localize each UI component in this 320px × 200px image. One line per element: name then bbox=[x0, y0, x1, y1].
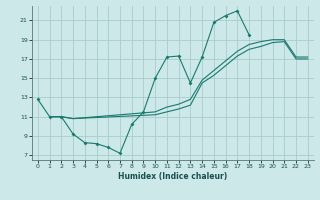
X-axis label: Humidex (Indice chaleur): Humidex (Indice chaleur) bbox=[118, 172, 228, 181]
